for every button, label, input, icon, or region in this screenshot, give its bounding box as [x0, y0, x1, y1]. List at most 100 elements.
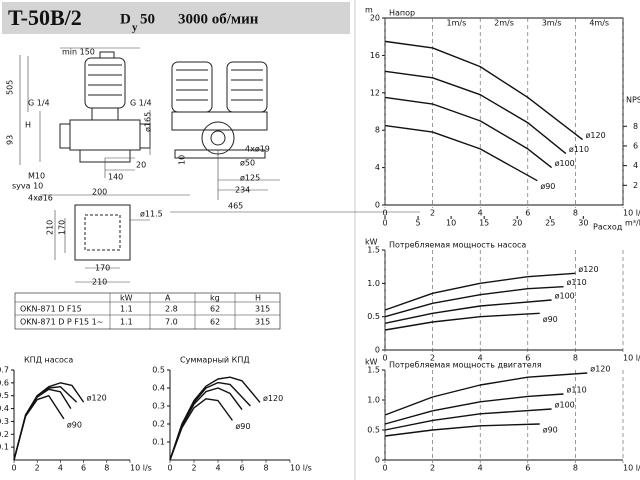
curve-label: ø90: [540, 182, 555, 191]
dim-label: G 1/4: [130, 99, 152, 108]
x-label: Расход: [593, 223, 623, 232]
y-tick-label: 8: [375, 126, 380, 135]
x2-tick-label: 10: [446, 219, 456, 228]
y-tick-label: 0.5: [367, 312, 380, 321]
speed: 3000 об/мин: [178, 11, 259, 27]
dim-label: ø165: [144, 112, 153, 132]
th: kW: [120, 294, 133, 303]
y-tick-label: 12: [370, 88, 380, 97]
td: 62: [210, 318, 220, 327]
x-tick-label: 8: [573, 464, 578, 473]
velocity-label: 3m/s: [542, 19, 562, 28]
curve-label: ø120: [578, 265, 598, 274]
y-tick-label: 0.2: [152, 420, 165, 429]
velocity-label: 1m/s: [447, 19, 467, 28]
x2-tick-label: 20: [512, 219, 522, 228]
dim-label: 465: [228, 202, 243, 211]
y-tick-label: 0.6: [0, 378, 9, 387]
x-tick-label: 10 l/s: [623, 209, 640, 218]
y-tick-label: 1.0: [367, 279, 380, 288]
th: H: [255, 294, 261, 303]
y-label: m: [365, 6, 373, 15]
y-tick-label: 0.1: [0, 443, 9, 452]
flange-bore: [210, 130, 226, 146]
flange-left: [59, 123, 71, 149]
dim-label: 234: [235, 186, 250, 195]
curve: [13, 395, 65, 461]
x-tick-label: 4: [478, 354, 483, 363]
dim-label: 210: [92, 278, 107, 287]
y-tick-label: 4: [375, 163, 380, 172]
dim-label: 170: [95, 264, 110, 273]
td: 7.0: [165, 318, 178, 327]
td: 315: [255, 305, 270, 314]
y-tick-label: 0.4: [0, 404, 9, 413]
y2-label: NPSH m: [626, 96, 640, 105]
x-tick-label: 6: [525, 354, 530, 363]
td: OKN-871 D F15: [20, 305, 82, 314]
td: 1.1: [120, 318, 133, 327]
x2-tick-label: 25: [545, 219, 555, 228]
dim-label: ø50: [240, 159, 255, 168]
x-tick-label: 6: [239, 464, 244, 473]
x2-tick-label: 5: [416, 219, 421, 228]
x2-label: m³/h: [625, 219, 640, 228]
curve-label: ø120: [590, 365, 610, 374]
y-tick-label: 0: [375, 346, 380, 355]
x-tick-label: 0: [382, 209, 387, 218]
td: 1.1: [120, 305, 133, 314]
dimension-lines: [19, 47, 190, 196]
curve-label: ø100: [555, 159, 575, 168]
x-tick-label: 2: [35, 464, 40, 473]
y2-tick-label: 2: [633, 181, 638, 190]
x-tick-label: 4: [58, 464, 63, 473]
y-tick-label: 0.3: [152, 402, 165, 411]
y2-tick-label: 8: [633, 122, 638, 131]
x-tick-label: 10 l/s: [623, 464, 640, 473]
curve: [384, 299, 552, 325]
dim-label: 4xø19: [245, 145, 270, 154]
curve-label: ø90: [235, 422, 250, 431]
curve: [384, 272, 576, 311]
y2-tick-label: 4: [633, 161, 638, 170]
x-tick-label: 6: [525, 209, 530, 218]
x-tick-label: 8: [104, 464, 109, 473]
chart-title: Потребляемая мощность двигателя: [389, 361, 542, 370]
dim-label: 20: [136, 161, 146, 170]
curve-label: ø120: [263, 394, 283, 403]
x-tick-label: 0: [11, 464, 16, 473]
dim-label: syva 10: [12, 182, 43, 191]
x-tick-label: 2: [430, 209, 435, 218]
dim-label: 140: [108, 173, 123, 182]
dim-label: 210: [46, 220, 55, 235]
dim-label: H: [25, 121, 31, 130]
x-tick-label: 8: [573, 209, 578, 218]
chart-title: Напор: [389, 9, 415, 18]
base-plate: [74, 204, 131, 261]
x-tick-label: 4: [478, 209, 483, 218]
dim-label: 170: [58, 220, 67, 235]
x-tick-label: 10 l/s: [290, 464, 312, 473]
curve: [384, 96, 553, 169]
dim-label: min 150: [62, 48, 95, 57]
x-tick-label: 0: [382, 354, 387, 363]
x2-tick-label: 30: [578, 219, 588, 228]
curve: [384, 124, 538, 182]
curve-label: ø120: [586, 131, 606, 140]
model: T-50B/2: [8, 5, 82, 30]
dim-label: 10: [178, 155, 187, 165]
table-border: [14, 292, 281, 330]
y-label: kW: [365, 358, 378, 367]
y-tick-label: 16: [370, 51, 380, 60]
curve: [169, 387, 243, 461]
chart-title: Суммарный КПД: [180, 356, 250, 365]
td: OKN-871 D P F15 1~: [20, 318, 103, 327]
x-tick-label: 2: [191, 464, 196, 473]
y-tick-label: 1.0: [367, 396, 380, 405]
twin-dims: [170, 150, 420, 213]
x2-tick-label: 0: [382, 219, 387, 228]
dim-label: 4xø16: [28, 194, 53, 203]
x-tick-label: 0: [167, 464, 172, 473]
